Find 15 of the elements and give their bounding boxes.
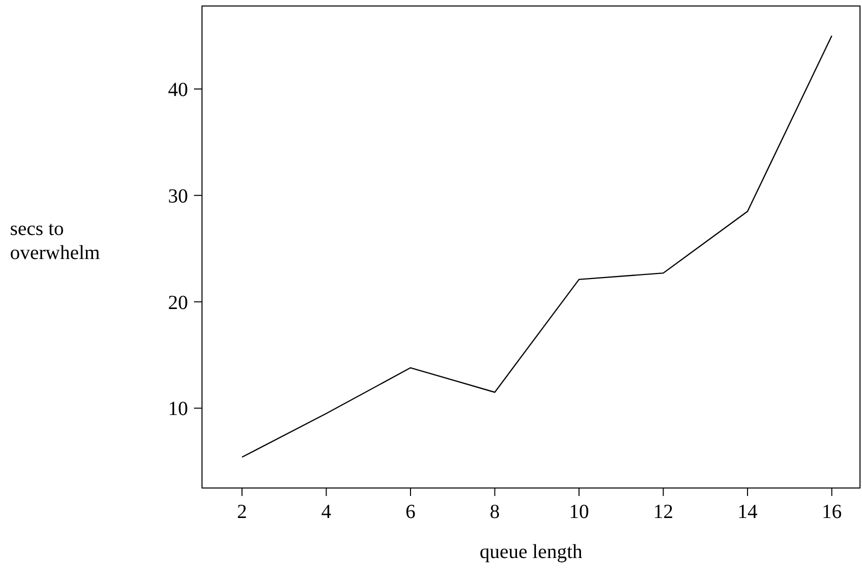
y-axis-title: secs to overwhelm <box>10 218 100 264</box>
x-tick-label: 4 <box>321 501 332 523</box>
x-axis-title: queue length <box>480 541 582 563</box>
x-tick-label: 12 <box>653 501 674 523</box>
x-tick-label: 10 <box>569 501 590 523</box>
y-tick-label: 20 <box>168 292 188 314</box>
x-tick-label: 2 <box>237 501 248 523</box>
y-tick-label: 40 <box>168 78 188 101</box>
y-tick-label: 10 <box>168 398 188 420</box>
x-tick-label: 14 <box>738 501 758 523</box>
line-series <box>241 35 832 458</box>
x-tick-label: 6 <box>406 501 416 523</box>
x-tick-label: 16 <box>822 501 842 523</box>
y-tick-label: 30 <box>168 185 188 208</box>
x-tick-label: 8 <box>490 501 500 523</box>
